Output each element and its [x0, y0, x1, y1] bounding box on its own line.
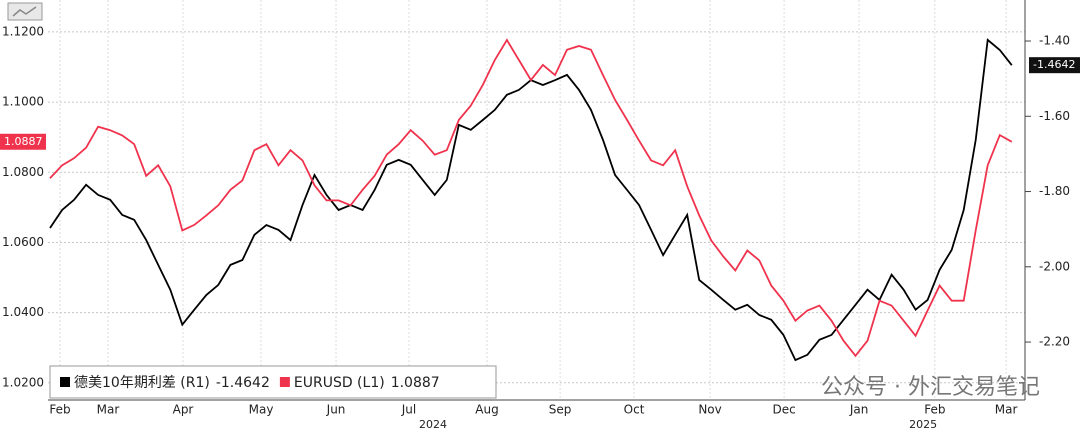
legend-label: 德美10年期利差 (R1) -1.4642 — [74, 375, 270, 391]
legend-name: 德美10年期利差 (R1) — [74, 375, 210, 391]
x-tick-label: Feb — [49, 403, 70, 417]
x-tick-label: Nov — [698, 403, 721, 417]
x-tick-label: Feb — [924, 403, 945, 417]
x-tick-label: Mar — [995, 403, 1018, 417]
x-tick-label: Jun — [326, 403, 346, 417]
x-tick-label: Aug — [475, 403, 498, 417]
last-value-box — [0, 133, 46, 150]
lines — [49, 38, 1013, 362]
x-tick-label: Dec — [772, 403, 795, 417]
x-tick-label: Jan — [849, 403, 869, 417]
y-tick-label: 1.1000 — [2, 95, 44, 109]
y2-tick-label: -2.20 — [1039, 335, 1070, 349]
y-tick-label: 1.0200 — [2, 375, 44, 389]
last-value-label: 1.0887 — [4, 135, 43, 148]
grid — [48, 0, 1025, 400]
legend-name: EURUSD (L1) — [294, 375, 385, 391]
legend-value: -1.4642 — [216, 375, 270, 391]
x-tick-label: Jul — [401, 403, 416, 417]
y-tick-label: 1.0800 — [2, 165, 44, 179]
series-line — [49, 38, 1013, 358]
year-label: 2024 — [419, 418, 447, 431]
x-tick-label: May — [249, 403, 274, 417]
last-value-label: -1.4642 — [1033, 58, 1075, 71]
x-tick-label: Mar — [97, 403, 120, 417]
chart-icon-glyph — [12, 6, 37, 17]
x-tick-label: Oct — [624, 403, 645, 417]
legend-value: 1.0887 — [391, 375, 440, 391]
legend-label: EURUSD (L1) 1.0887 — [294, 375, 440, 391]
y-tick-label: 1.1200 — [2, 24, 44, 38]
y2-tick-label: -2.00 — [1039, 259, 1070, 273]
last-value-box — [1029, 57, 1080, 74]
x-tick-label: Sep — [549, 403, 572, 417]
chart-icon[interactable] — [7, 2, 43, 21]
legend-swatch — [60, 377, 70, 387]
y-tick-label: 1.0600 — [2, 235, 44, 249]
y2-tick-label: -1.80 — [1039, 184, 1070, 198]
year-label: 2025 — [909, 418, 937, 431]
y-tick-label: 1.0400 — [2, 305, 44, 319]
watermark: 公众号 · 外汇交易笔记 — [821, 375, 1040, 400]
y2-tick-label: -1.40 — [1039, 34, 1070, 48]
y2-tick-label: -1.60 — [1039, 109, 1070, 123]
legend-swatch — [279, 377, 290, 387]
legend-box — [49, 365, 497, 399]
x-tick-label: Apr — [173, 403, 194, 417]
